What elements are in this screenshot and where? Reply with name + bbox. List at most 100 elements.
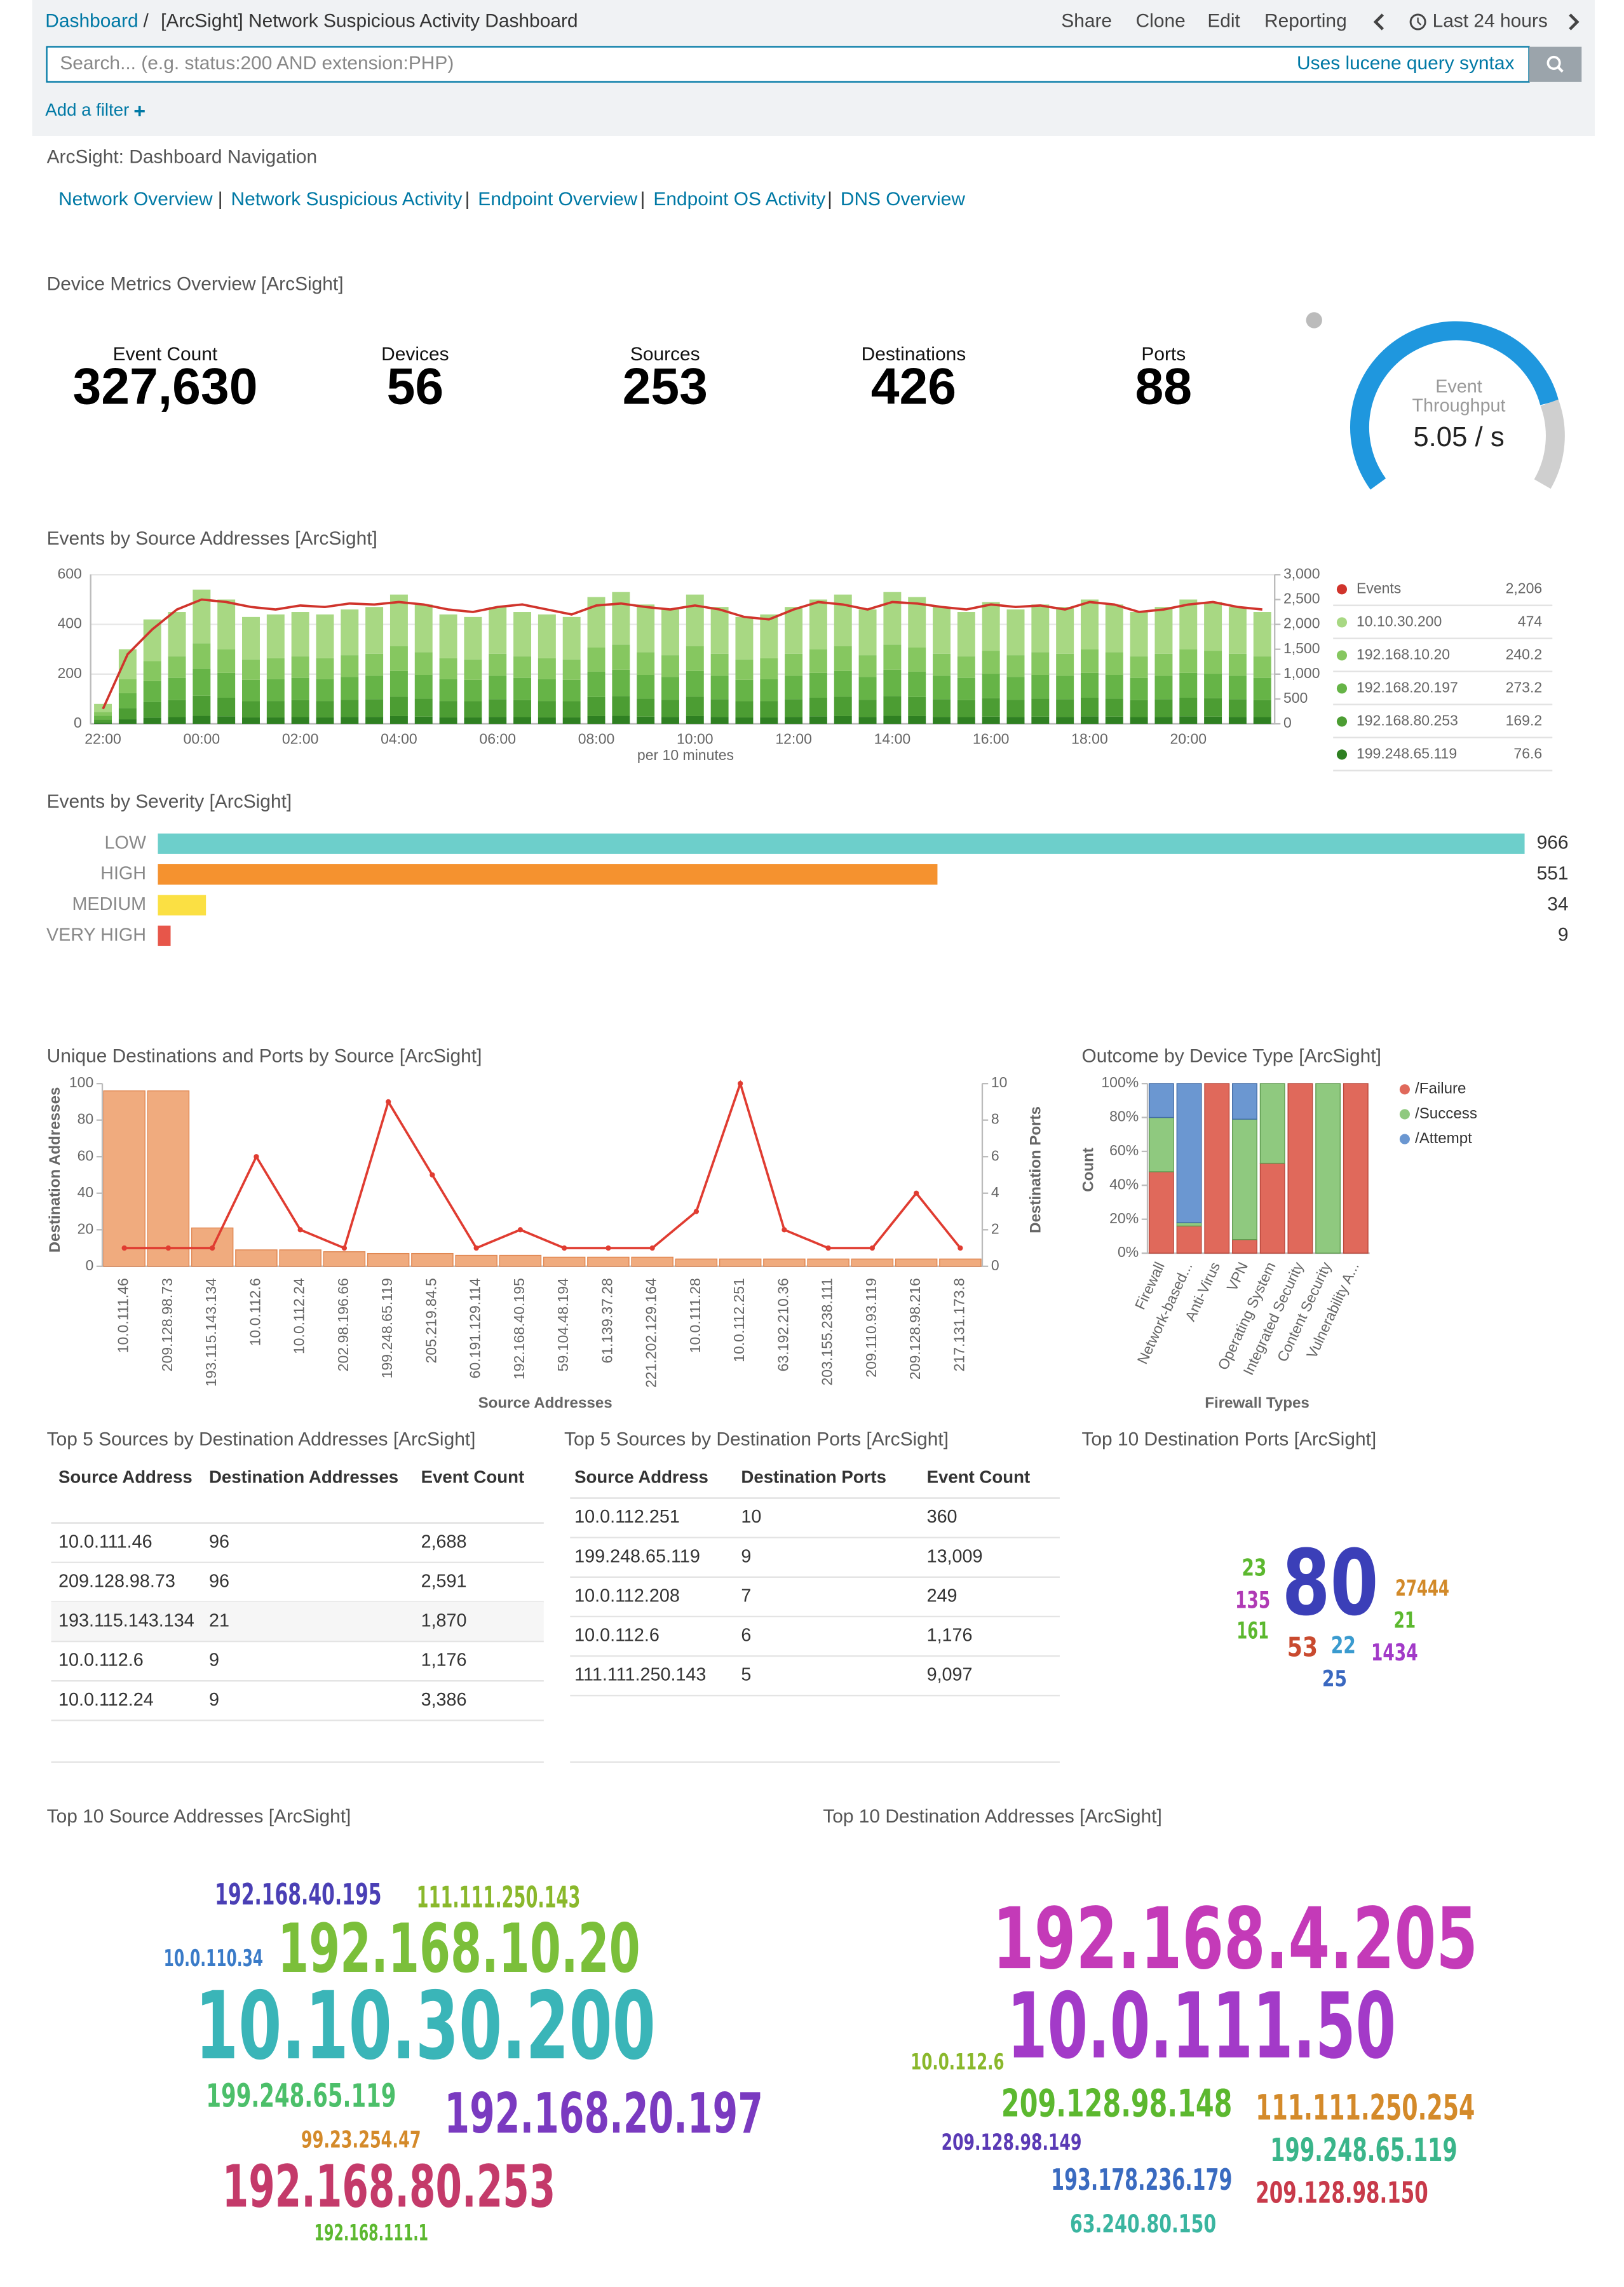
search-placeholder: Search... (e.g. status:200 AND extension… — [60, 53, 454, 74]
bar — [1056, 717, 1074, 724]
bar — [982, 651, 1000, 674]
bar — [1179, 599, 1198, 649]
y-tick-label: 20 — [78, 1220, 94, 1237]
bar — [242, 659, 260, 680]
collapse-icon[interactable] — [1306, 312, 1322, 329]
bar — [464, 659, 482, 680]
bar — [168, 612, 186, 657]
bar — [883, 696, 902, 716]
gauge-label: Throughput — [1412, 395, 1506, 416]
bar — [1343, 1083, 1369, 1254]
y-tick-label: 40% — [1109, 1176, 1139, 1192]
bar — [562, 616, 581, 660]
bar — [809, 697, 827, 717]
breadcrumb-separator: / — [143, 10, 149, 31]
value-label: 551 — [1537, 863, 1569, 884]
bar — [499, 1254, 542, 1267]
bar — [735, 717, 754, 724]
bar — [957, 677, 975, 700]
x-tick-label: 10.0.111.46 — [115, 1278, 132, 1353]
bar — [316, 717, 334, 724]
bar — [710, 699, 729, 717]
x-tick-label: 06:00 — [479, 730, 516, 747]
bar — [143, 619, 161, 662]
nav-link[interactable]: Endpoint OS Activity — [653, 189, 825, 210]
search-hint[interactable]: Uses lucene query syntax — [1297, 53, 1514, 74]
bar — [1204, 651, 1222, 674]
bar — [489, 675, 507, 700]
x-tick-label: 199.248.65.119 — [379, 1278, 395, 1378]
legend-value: 474 — [1518, 613, 1543, 629]
cloud-word: 192.168.10.20 — [278, 1910, 640, 1988]
panel-title: Top 10 Destination Ports [ArcSight] — [1081, 1429, 1376, 1450]
bar — [489, 699, 507, 717]
metric-label: Sources — [630, 344, 700, 365]
nav-link[interactable]: Endpoint Overview — [478, 189, 637, 210]
bar — [834, 696, 852, 716]
table-cell: 1,870 — [421, 1611, 467, 1631]
panel-title: Device Metrics Overview [ArcSight] — [47, 274, 344, 295]
column-header: Source Address — [574, 1467, 708, 1487]
bar — [1154, 607, 1173, 654]
bar — [118, 719, 137, 724]
bar — [1253, 612, 1271, 657]
search-icon-handle — [1557, 66, 1564, 73]
bar — [686, 594, 704, 647]
cloud-word: 161 — [1236, 1617, 1269, 1645]
bar — [147, 1090, 190, 1267]
clock-icon — [1409, 13, 1426, 31]
bar — [365, 699, 384, 717]
y-axis-title: Count — [1079, 1148, 1097, 1192]
x-tick-label: 59.104.48.194 — [555, 1278, 571, 1371]
legend-label: 199.248.65.119 — [1357, 745, 1457, 761]
time-picker[interactable]: Last 24 hours — [1433, 10, 1548, 31]
nav-link[interactable]: Network Suspicious Activity — [231, 189, 462, 210]
reporting-button[interactable]: Reporting — [1264, 10, 1347, 31]
bar — [193, 716, 211, 724]
bar — [1080, 672, 1099, 698]
nav-link[interactable]: DNS Overview — [841, 189, 965, 210]
bar — [562, 659, 581, 680]
bar — [763, 1258, 806, 1267]
edit-button[interactable]: Edit — [1207, 10, 1240, 31]
bar — [266, 701, 285, 717]
legend-value: 240.2 — [1506, 646, 1543, 662]
time-back-button[interactable] — [1373, 13, 1384, 31]
cloud-word: 192.168.4.205 — [992, 1890, 1478, 1988]
legend-swatch — [1336, 617, 1348, 628]
bar — [1148, 1116, 1174, 1172]
bar — [94, 719, 112, 723]
clone-button[interactable]: Clone — [1136, 10, 1186, 31]
search-input[interactable] — [46, 46, 1530, 83]
breadcrumb-link[interactable]: Dashboard — [45, 10, 138, 31]
bar — [1253, 700, 1271, 717]
dashboard-title: [ArcSight] Network Suspicious Activity D… — [161, 10, 578, 31]
bar — [1130, 717, 1148, 724]
bar — [982, 602, 1000, 651]
bar — [760, 614, 778, 658]
y2-tick-label: 2 — [991, 1220, 999, 1237]
bar — [365, 607, 384, 654]
value-label: 34 — [1547, 893, 1568, 914]
bar — [217, 716, 236, 724]
x-tick-label: 61.139.37.28 — [599, 1278, 615, 1363]
bar — [1228, 717, 1247, 724]
search-button[interactable] — [1529, 46, 1582, 82]
add-filter[interactable]: Add a filter — [45, 100, 129, 119]
bar — [1154, 675, 1173, 700]
column-header: Destination Addresses — [209, 1467, 398, 1487]
share-button[interactable]: Share — [1061, 10, 1112, 31]
bar — [464, 616, 482, 660]
x-axis-title: per 10 minutes — [637, 747, 734, 763]
cloud-word: 111.111.250.143 — [417, 1880, 581, 1915]
time-forward-button[interactable] — [1569, 13, 1580, 31]
table-cell: 209.128.98.73 — [58, 1571, 175, 1591]
y-tick-label: 80% — [1109, 1108, 1139, 1125]
bar — [1105, 675, 1123, 699]
bar — [341, 700, 359, 717]
bar — [168, 700, 186, 717]
bar — [439, 614, 457, 658]
nav-link[interactable]: Network Overview — [58, 189, 213, 210]
y-tick-label: 0 — [85, 1257, 93, 1273]
